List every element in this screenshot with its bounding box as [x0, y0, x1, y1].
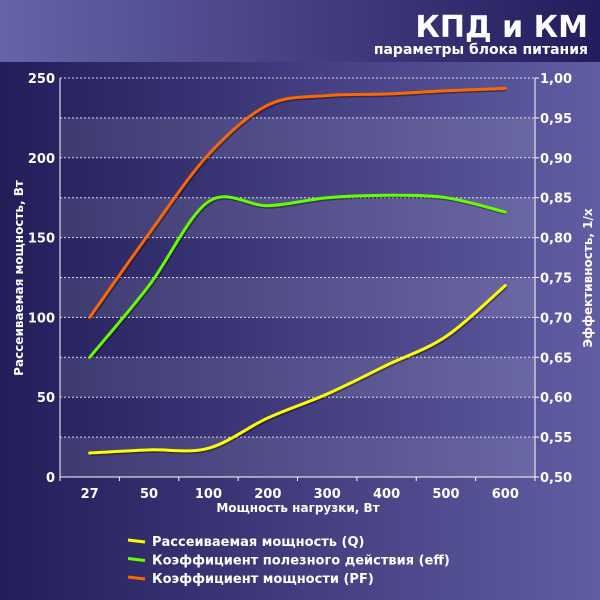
x-tick-label: 200	[254, 487, 281, 502]
x-tick-label: 27	[81, 487, 99, 502]
legend: Рассеиваемая мощность (Q) Коэффициент пол…	[127, 535, 450, 587]
y-tick-label-left: 0	[46, 471, 55, 486]
legend-swatch	[127, 575, 146, 581]
y-tick-label-right: 0,70	[540, 311, 572, 326]
y-tick-label-right: 0,65	[540, 351, 572, 366]
y-tick-label-right: 1,00	[540, 72, 572, 87]
y-tick-label-left: 250	[28, 72, 55, 87]
x-tick-label: 100	[195, 487, 222, 502]
y-tick-label-left: 150	[28, 232, 55, 247]
plot-band	[60, 117, 535, 158]
series-lines	[88, 86, 508, 457]
y-tick-label-right: 0,60	[540, 391, 572, 406]
y-tick-label-left: 200	[28, 152, 55, 167]
axes: 0 50 100 150 200 250 0,50 0,55 0,60 0,65 0,70 0,75 0…	[28, 72, 572, 502]
y-tick-label-right: 0,80	[540, 232, 572, 247]
legend-swatch	[127, 557, 146, 562]
y-tick-label-right: 0,95	[540, 112, 572, 127]
legend-entry: Коэффициент мощности (PF)	[152, 572, 374, 587]
header-band	[0, 0, 600, 62]
legend-entry: Коэффициент полезного действия (eff)	[152, 554, 450, 569]
y-tick-label-left: 50	[37, 391, 55, 406]
legend-entry: Рассеиваемая мощность (Q)	[152, 535, 365, 550]
x-tick-label: 500	[432, 487, 459, 502]
y-axis-left-label: Рассеиваемая мощность, Вт	[12, 180, 26, 376]
y-tick-label-right: 0,50	[540, 471, 572, 486]
x-tick-label: 600	[492, 487, 519, 502]
x-tick-label: 300	[314, 487, 341, 502]
chart-title: КПД и КМ	[415, 10, 588, 45]
plot-band	[60, 197, 535, 238]
y-tick-label-left: 100	[28, 311, 55, 326]
legend-swatch	[127, 538, 146, 544]
x-tick-label: 400	[373, 487, 400, 502]
y-tick-label-right: 0,55	[540, 431, 572, 446]
y-tick-label-right: 0,75	[540, 272, 572, 287]
y-tick-label-right: 0,90	[540, 152, 572, 167]
x-axis-label: Мощность нагрузки, Вт	[216, 501, 379, 515]
plot-band	[60, 357, 535, 398]
plot-band	[60, 437, 535, 477]
y-tick-label-right: 0,85	[540, 192, 572, 207]
x-tick-label: 50	[140, 487, 158, 502]
chart-subtitle: параметры блока питания	[374, 42, 588, 58]
y-axis-right-label: Эффективность, 1/x	[581, 208, 595, 348]
series-line-0	[88, 283, 507, 455]
